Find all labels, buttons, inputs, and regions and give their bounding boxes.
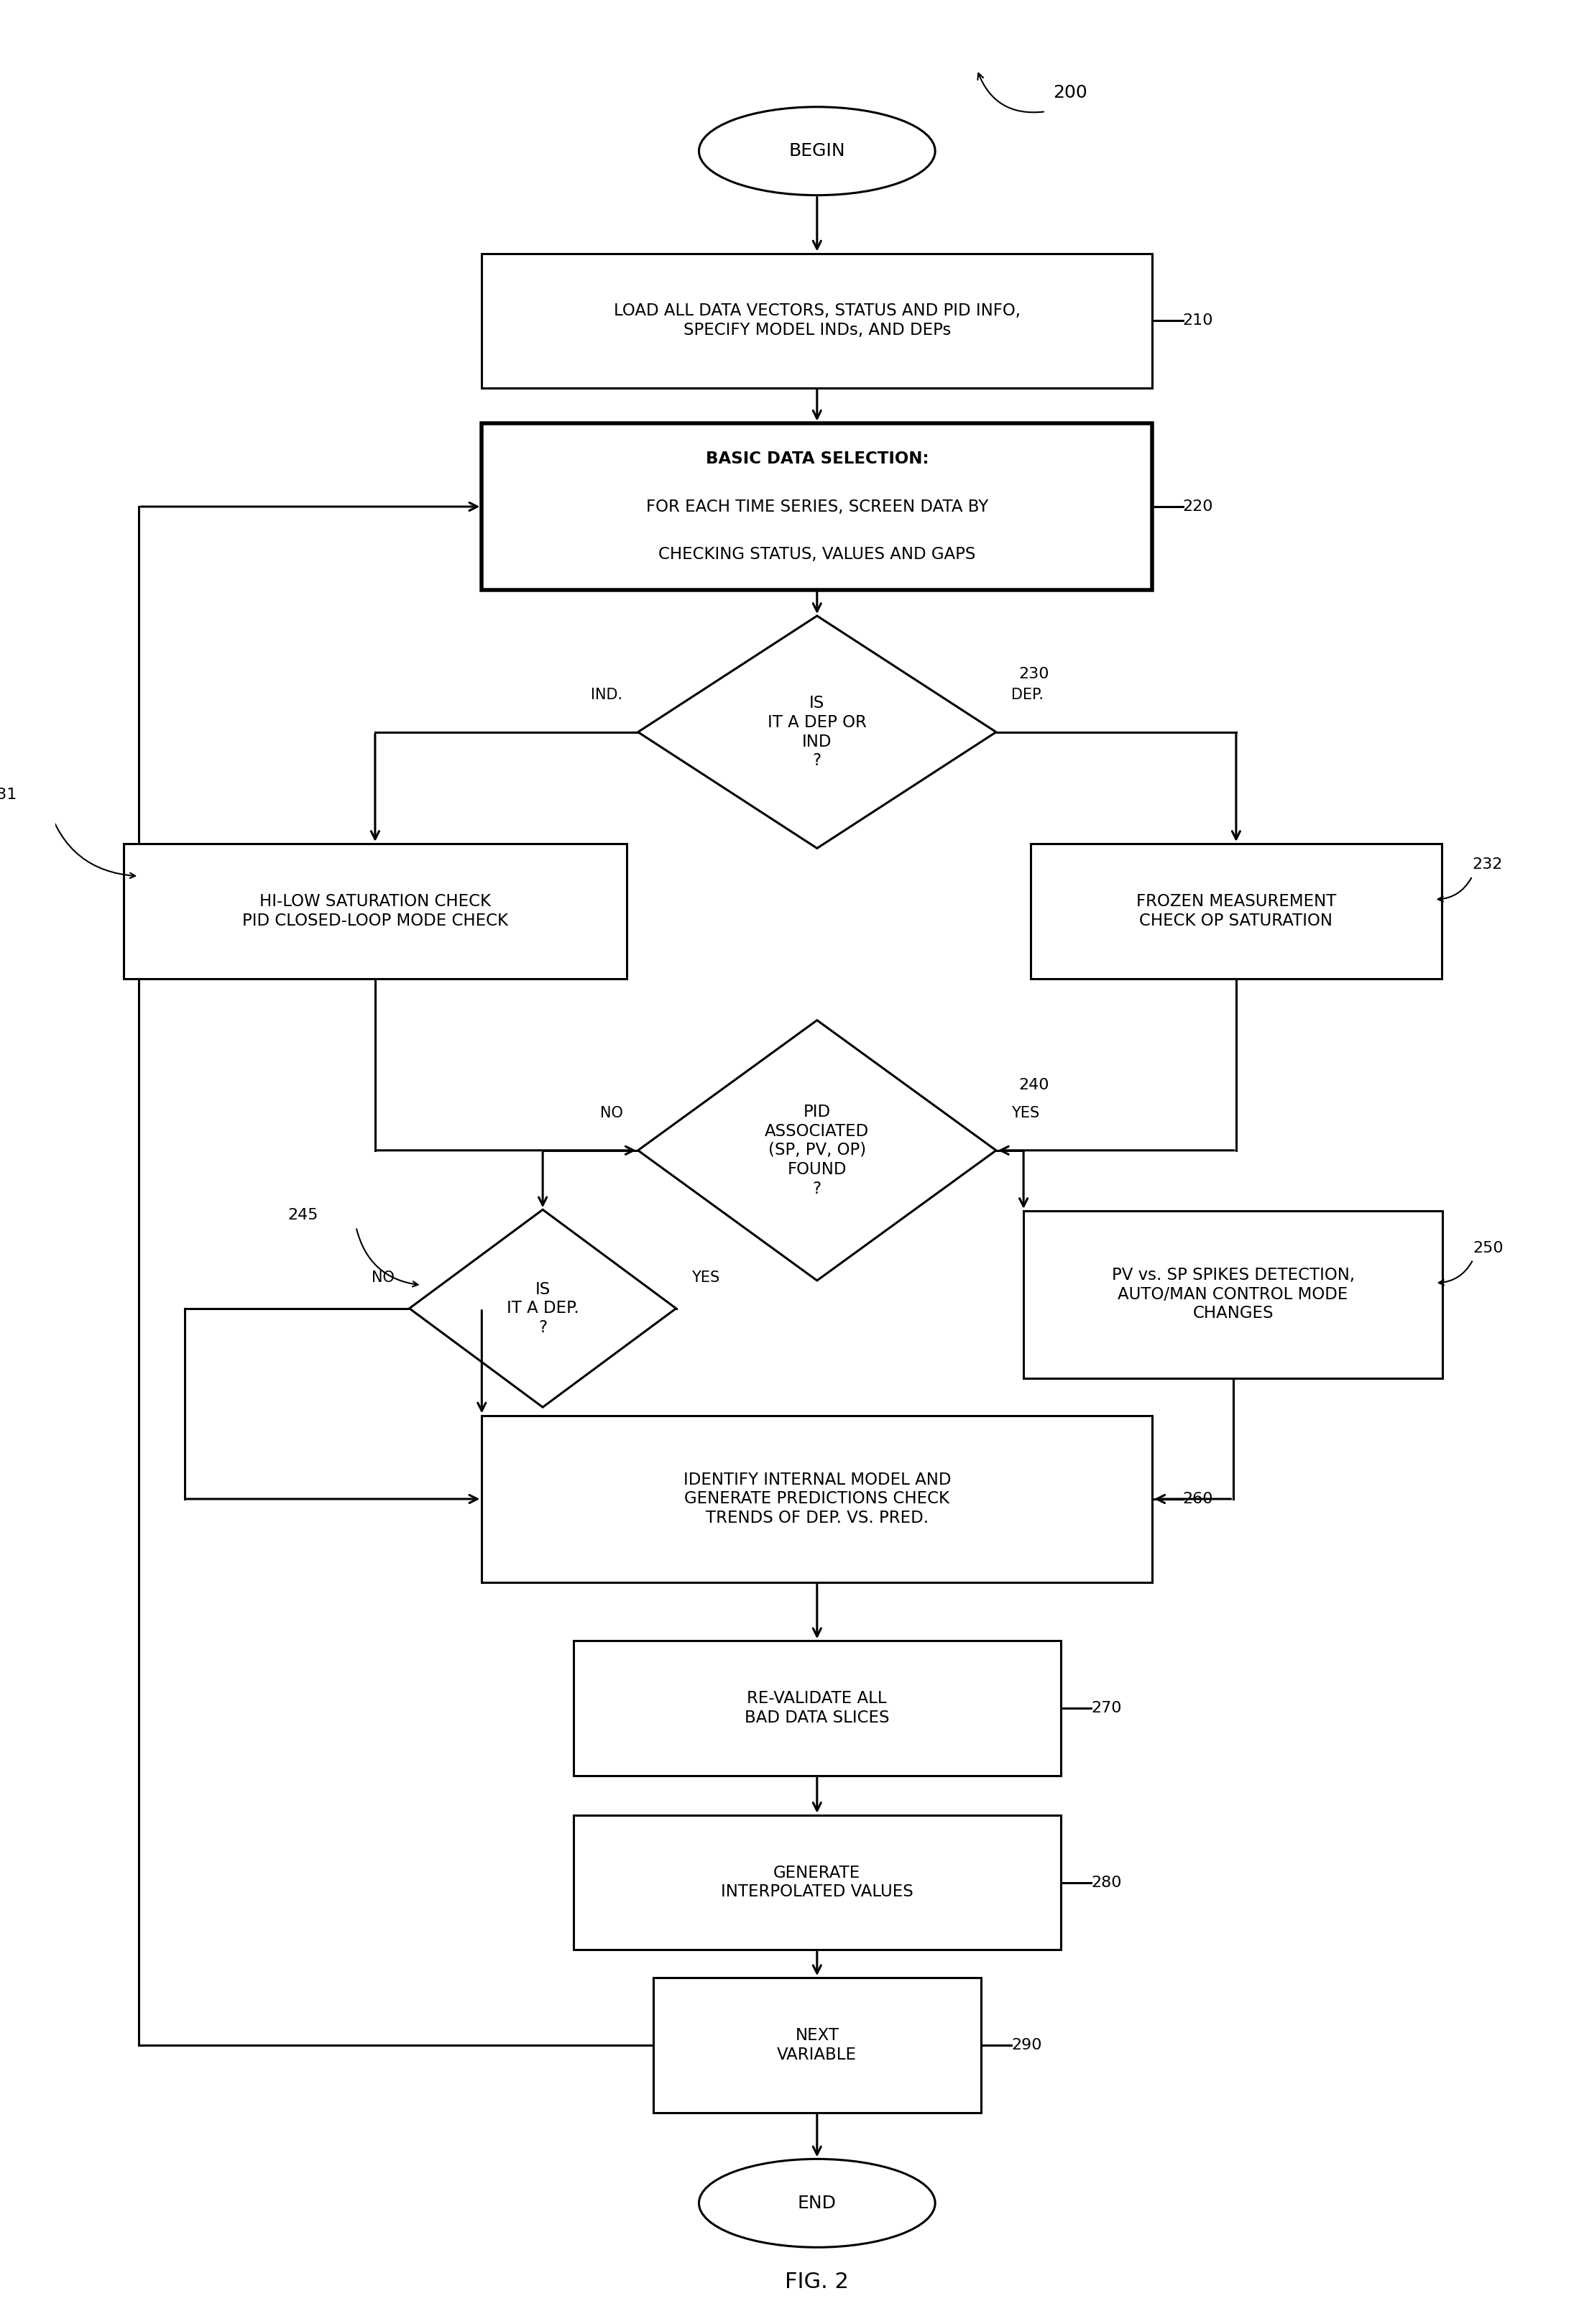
Polygon shape bbox=[638, 1020, 996, 1281]
Text: BEGIN: BEGIN bbox=[790, 142, 845, 160]
Text: YES: YES bbox=[1011, 1106, 1039, 1120]
FancyBboxPatch shape bbox=[573, 1641, 1061, 1776]
Text: IDENTIFY INTERNAL MODEL AND
GENERATE PREDICTIONS CHECK
TRENDS OF DEP. VS. PRED.: IDENTIFY INTERNAL MODEL AND GENERATE PRE… bbox=[684, 1471, 951, 1527]
Text: RE-VALIDATE ALL
BAD DATA SLICES: RE-VALIDATE ALL BAD DATA SLICES bbox=[745, 1690, 889, 1727]
Text: PV vs. SP SPIKES DETECTION,
AUTO/MAN CONTROL MODE
CHANGES: PV vs. SP SPIKES DETECTION, AUTO/MAN CON… bbox=[1112, 1267, 1355, 1322]
Text: NO: NO bbox=[600, 1106, 622, 1120]
FancyBboxPatch shape bbox=[573, 1815, 1061, 1950]
Text: 231: 231 bbox=[0, 788, 17, 802]
Text: 220: 220 bbox=[1183, 500, 1213, 514]
Text: IS
IT A DEP.
?: IS IT A DEP. ? bbox=[507, 1281, 579, 1336]
FancyBboxPatch shape bbox=[654, 1978, 981, 2113]
Text: 250: 250 bbox=[1473, 1241, 1503, 1255]
Text: 232: 232 bbox=[1472, 858, 1503, 872]
Text: 270: 270 bbox=[1091, 1701, 1123, 1715]
Text: FIG. 2: FIG. 2 bbox=[785, 2273, 850, 2291]
Polygon shape bbox=[638, 616, 996, 848]
Ellipse shape bbox=[699, 2159, 935, 2247]
Text: 290: 290 bbox=[1011, 2038, 1042, 2052]
Ellipse shape bbox=[699, 107, 935, 195]
Text: 230: 230 bbox=[1018, 667, 1050, 681]
Text: 260: 260 bbox=[1183, 1492, 1213, 1506]
Text: BASIC DATA SELECTION:: BASIC DATA SELECTION: bbox=[706, 451, 928, 467]
Text: 240: 240 bbox=[1018, 1078, 1050, 1092]
Text: END: END bbox=[797, 2194, 837, 2212]
FancyBboxPatch shape bbox=[1023, 1211, 1443, 1378]
Text: NEXT
VARIABLE: NEXT VARIABLE bbox=[777, 2027, 857, 2064]
FancyBboxPatch shape bbox=[482, 253, 1153, 388]
Polygon shape bbox=[409, 1211, 676, 1406]
Text: 210: 210 bbox=[1183, 314, 1213, 328]
Text: PID
ASSOCIATED
(SP, PV, OP)
FOUND
?: PID ASSOCIATED (SP, PV, OP) FOUND ? bbox=[764, 1104, 868, 1197]
Text: IS
IT A DEP OR
IND
?: IS IT A DEP OR IND ? bbox=[767, 695, 867, 769]
Text: FOR EACH TIME SERIES, SCREEN DATA BY: FOR EACH TIME SERIES, SCREEN DATA BY bbox=[646, 497, 988, 516]
Text: YES: YES bbox=[692, 1271, 720, 1285]
FancyArrowPatch shape bbox=[1438, 1262, 1472, 1285]
Text: NO: NO bbox=[371, 1271, 395, 1285]
Text: 245: 245 bbox=[287, 1208, 317, 1222]
FancyArrowPatch shape bbox=[357, 1229, 418, 1287]
FancyBboxPatch shape bbox=[482, 423, 1153, 590]
Text: GENERATE
INTERPOLATED VALUES: GENERATE INTERPOLATED VALUES bbox=[722, 1864, 913, 1901]
Text: 280: 280 bbox=[1091, 1875, 1123, 1889]
Text: FROZEN MEASUREMENT
CHECK OP SATURATION: FROZEN MEASUREMENT CHECK OP SATURATION bbox=[1135, 892, 1336, 930]
FancyBboxPatch shape bbox=[482, 1415, 1153, 1583]
Text: DEP.: DEP. bbox=[1011, 688, 1044, 702]
FancyArrowPatch shape bbox=[1438, 878, 1472, 902]
FancyBboxPatch shape bbox=[123, 844, 627, 978]
Text: CHECKING STATUS, VALUES AND GAPS: CHECKING STATUS, VALUES AND GAPS bbox=[658, 546, 976, 562]
Text: LOAD ALL DATA VECTORS, STATUS AND PID INFO,
SPECIFY MODEL INDs, AND DEPs: LOAD ALL DATA VECTORS, STATUS AND PID IN… bbox=[614, 302, 1020, 339]
FancyArrowPatch shape bbox=[977, 72, 1044, 112]
Text: IND.: IND. bbox=[591, 688, 622, 702]
FancyArrowPatch shape bbox=[47, 806, 136, 878]
Text: 200: 200 bbox=[1053, 84, 1088, 102]
Text: HI-LOW SATURATION CHECK
PID CLOSED-LOOP MODE CHECK: HI-LOW SATURATION CHECK PID CLOSED-LOOP … bbox=[242, 892, 508, 930]
FancyBboxPatch shape bbox=[1031, 844, 1442, 978]
